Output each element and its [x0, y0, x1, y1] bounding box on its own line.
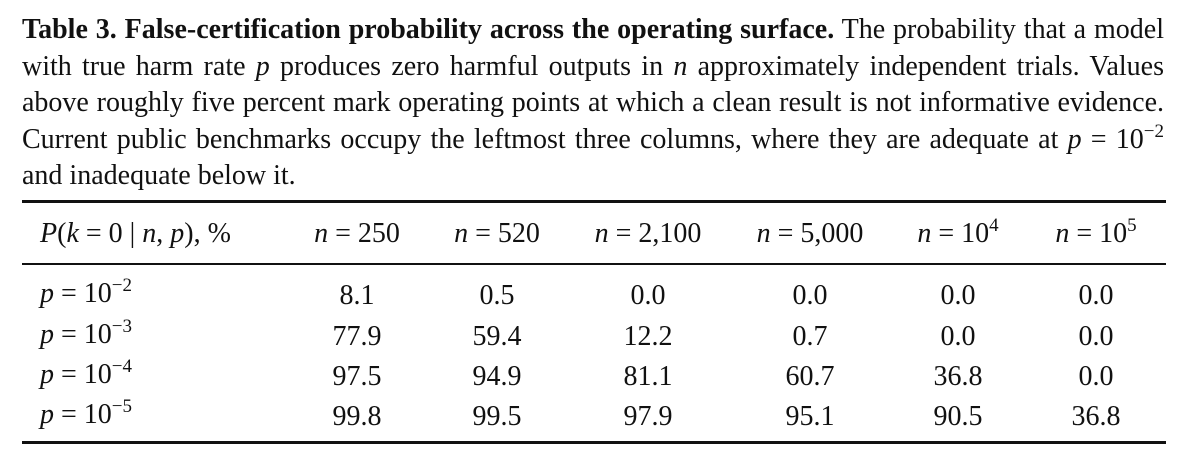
row-label: p = 10−4: [40, 357, 132, 390]
caption-segment: p: [1067, 123, 1082, 155]
row-label-base: 10: [83, 278, 112, 309]
row-label-exponent: −4: [111, 356, 133, 377]
caption-segment: n: [673, 50, 688, 82]
table-cell: 0.0: [1078, 280, 1114, 311]
row-label-exponent: −3: [111, 316, 133, 337]
column-header-exponent: 4: [989, 215, 999, 236]
column-header: n = 2,100: [568, 219, 728, 249]
caption-segment: p: [255, 50, 270, 82]
column-header-value: 10: [1099, 218, 1128, 249]
row-label-eq: =: [54, 319, 84, 350]
table-cell: 0.7: [792, 321, 828, 352]
table-cell: 95.1: [785, 401, 835, 432]
column-header: n = 250: [277, 219, 437, 249]
column-header-var: n: [1055, 218, 1070, 249]
column-header-exponent: 5: [1127, 215, 1137, 236]
table-cell: 90.5: [933, 401, 983, 432]
table-cell: 8.1: [339, 280, 375, 311]
table-cell: 0.0: [940, 280, 976, 311]
row-label: p = 10−2: [40, 276, 132, 309]
caption-segment: produces zero harmful outputs in: [269, 50, 674, 82]
table-cell: 60.7: [785, 361, 835, 392]
table-cell: 59.4: [472, 321, 522, 352]
table-cell: 0.0: [940, 321, 976, 352]
column-header-eq: =: [770, 218, 801, 249]
table-cell: 0.0: [792, 280, 828, 311]
caption-segment: and inadequate below it.: [22, 160, 296, 191]
column-header: n = 105: [1016, 216, 1176, 249]
row-label-eq: =: [54, 399, 84, 430]
column-header-value: 10: [961, 218, 990, 249]
table-bottom-rule: [22, 441, 1166, 444]
row-label-eq: =: [54, 359, 84, 390]
table-cell: 0.0: [630, 280, 666, 311]
column-header-value: 520: [497, 218, 540, 249]
table-top-rule: [22, 200, 1166, 203]
row-label-exponent: −5: [111, 396, 133, 417]
caption-segment: −2: [1143, 120, 1164, 142]
row-label-exponent: −2: [111, 275, 133, 296]
column-header-eq: =: [608, 218, 639, 249]
table-cell: 0.0: [1078, 321, 1114, 352]
column-header-var: n: [314, 218, 329, 249]
column-header-eq: =: [931, 218, 962, 249]
caption-segment: = 10: [1081, 123, 1144, 155]
table-cell: 94.9: [472, 361, 522, 392]
column-header-var: n: [917, 218, 932, 249]
table-cell: 77.9: [332, 321, 382, 352]
column-header-value: 250: [357, 218, 400, 249]
row-label-base: 10: [83, 399, 112, 430]
table-cell: 0.5: [479, 280, 515, 311]
table-cell: 12.2: [623, 321, 673, 352]
caption-segment: The probability that a model with true h…: [22, 14, 1164, 82]
column-header-eq: =: [468, 218, 498, 249]
table-header-rule: [22, 263, 1166, 265]
column-header-var: n: [454, 218, 469, 249]
table-cell: 99.5: [472, 401, 522, 432]
table-cell: 36.8: [1071, 401, 1121, 432]
row-label: p = 10−5: [40, 397, 132, 430]
row-label-var: p: [40, 278, 54, 309]
corner-header: P(k = 0 | n, p), %: [40, 218, 231, 249]
row-label-eq: =: [54, 278, 84, 309]
column-header-var: n: [594, 218, 609, 249]
table-cell: 99.8: [332, 401, 382, 432]
column-header-value: 5,000: [800, 218, 864, 249]
caption-body: The probability that a model with true h…: [22, 14, 1164, 191]
column-header-eq: =: [1069, 218, 1100, 249]
row-label-base: 10: [83, 319, 112, 350]
caption-label: Table 3. False-certification probability…: [22, 14, 835, 45]
column-header: n = 5,000: [730, 219, 890, 249]
column-header: n = 520: [417, 219, 577, 249]
table-cell: 97.5: [332, 361, 382, 392]
row-label-var: p: [40, 359, 54, 390]
table-cell: 0.0: [1078, 361, 1114, 392]
column-header-value: 2,100: [638, 218, 702, 249]
row-label-var: p: [40, 319, 54, 350]
caption-segment: approximately independent trials. Values…: [22, 50, 1164, 155]
column-header-eq: =: [328, 218, 358, 249]
column-header-var: n: [756, 218, 771, 249]
table-caption: Table 3. False-certification probability…: [22, 12, 1164, 195]
row-label: p = 10−3: [40, 317, 132, 350]
row-label-var: p: [40, 399, 54, 430]
table-cell: 97.9: [623, 401, 673, 432]
column-header: n = 104: [878, 216, 1038, 249]
row-label-base: 10: [83, 359, 112, 390]
table-cell: 81.1: [623, 361, 673, 392]
table-cell: 36.8: [933, 361, 983, 392]
